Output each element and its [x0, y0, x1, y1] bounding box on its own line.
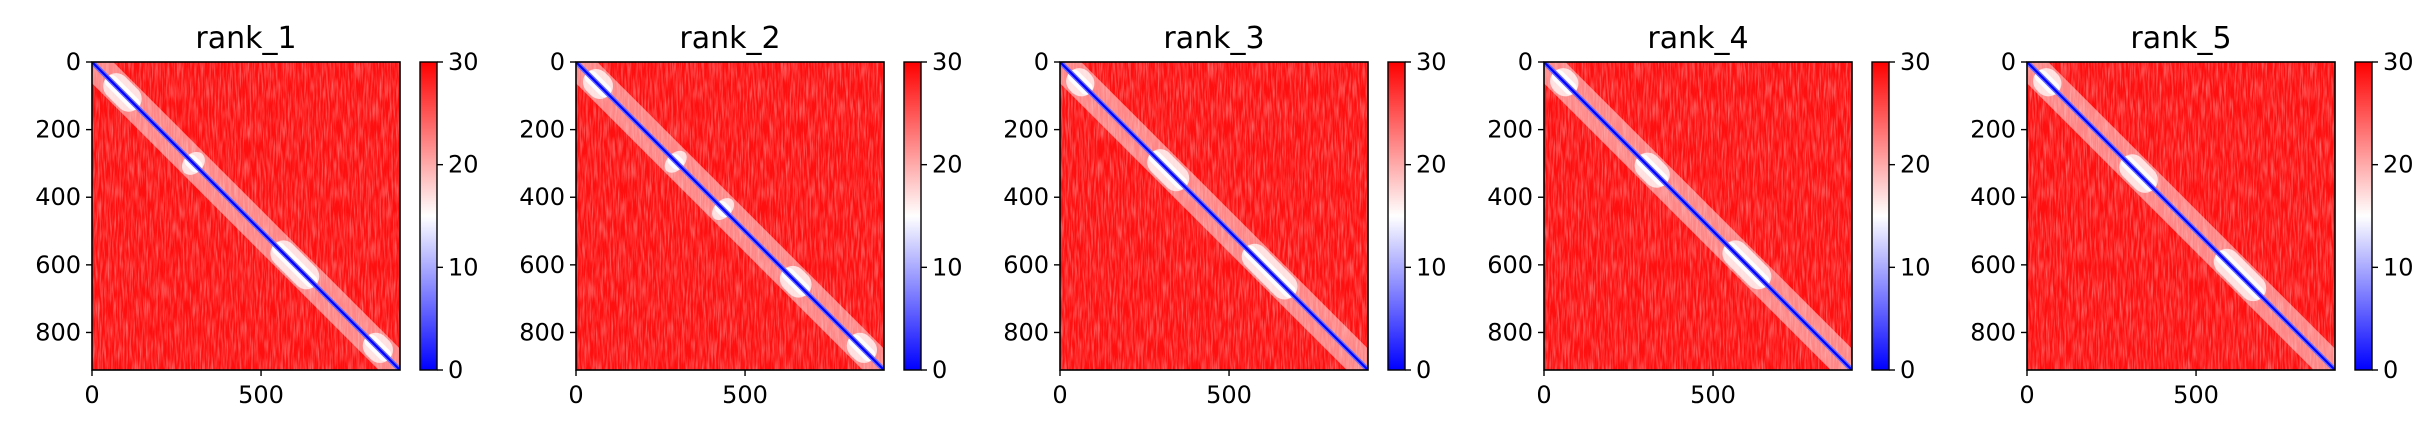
colorbar-tick-label: 20	[1900, 151, 1931, 179]
colorbar	[1387, 61, 1406, 371]
y-tick-label: 200	[1487, 116, 1533, 144]
y-tick-label: 200	[1970, 116, 2016, 144]
colorbar-tick-label: 10	[932, 253, 963, 281]
colorbar-tick-label: 20	[1416, 151, 1447, 179]
y-tick-label: 400	[1487, 183, 1533, 211]
diagonal-line	[576, 62, 884, 370]
y-tick-label: 800	[1970, 318, 2016, 346]
panel-title: rank_2	[679, 21, 780, 56]
heatmap-matrix	[576, 62, 884, 370]
y-tick-label: 400	[1970, 183, 2016, 211]
axes-frame	[1059, 61, 1369, 371]
axes-frame	[2026, 61, 2336, 371]
colorbar-tick-label: 0	[2383, 356, 2398, 384]
y-tick-label: 0	[550, 48, 565, 76]
y-tick-label: 200	[1003, 116, 1049, 144]
x-tick-label: 0	[2019, 381, 2034, 409]
y-tick-label: 800	[519, 318, 565, 346]
colorbar-tick-label: 30	[932, 48, 963, 76]
panel-rank_5: rank_5 0 200 400 600 800 0 500 0 10 20 30	[1970, 21, 2413, 409]
x-tick-label: 500	[1690, 381, 1736, 409]
x-tick-label: 0	[1536, 381, 1551, 409]
y-tick-label: 0	[66, 48, 81, 76]
panel-title: rank_3	[1163, 21, 1264, 56]
heatmap-matrix	[1060, 62, 1368, 370]
y-tick-label: 800	[1003, 318, 1049, 346]
y-tick-label: 600	[1970, 251, 2016, 279]
colorbar-tick-label: 0	[448, 356, 463, 384]
colorbar-tick-label: 0	[1416, 356, 1431, 384]
x-tick-label: 0	[1052, 381, 1067, 409]
panel-rank_4: rank_4 0 200 400 600 800 0 500 0 10 20 30	[1487, 21, 1930, 409]
colorbar	[2354, 61, 2373, 371]
panel-rank_2: rank_2 0 200 400 600 800 0 500 0 10 20 30	[519, 21, 962, 409]
y-tick-label: 200	[35, 116, 81, 144]
colorbar	[1871, 61, 1890, 371]
x-tick-label: 500	[238, 381, 284, 409]
panel-title: rank_4	[1647, 21, 1748, 56]
y-tick-label: 600	[35, 251, 81, 279]
x-tick-label: 500	[2173, 381, 2219, 409]
panel-title: rank_1	[195, 21, 296, 56]
diagonal-line	[2027, 62, 2335, 370]
heatmap-matrix	[2027, 62, 2335, 370]
colorbar-tick-label: 10	[1416, 253, 1447, 281]
y-tick-label: 0	[1034, 48, 1049, 76]
x-tick-label: 0	[84, 381, 99, 409]
heatmap-matrix	[1544, 62, 1852, 370]
diagonal-line	[1060, 62, 1368, 370]
axes-frame	[91, 61, 401, 371]
y-tick-label: 800	[1487, 318, 1533, 346]
x-tick-label: 500	[722, 381, 768, 409]
colorbar-tick-label: 30	[448, 48, 479, 76]
y-tick-label: 600	[1003, 251, 1049, 279]
panel-rank_3: rank_3 0 200 400 600 800 0 500 0 10 20 30	[1003, 21, 1446, 409]
colorbar-tick-label: 30	[2383, 48, 2414, 76]
colorbar	[419, 61, 438, 371]
panel-rank_1: rank_1 0 200 400 600 800 0 500 0 10 20 30	[35, 21, 478, 409]
colorbar-tick-label: 10	[448, 253, 479, 281]
axes-frame	[1543, 61, 1853, 371]
colorbar-tick-label: 10	[1900, 253, 1931, 281]
colorbar-tick-label: 20	[932, 151, 963, 179]
colorbar-tick-label: 20	[2383, 151, 2414, 179]
colorbar	[903, 61, 922, 371]
colorbar-tick-label: 20	[448, 151, 479, 179]
y-tick-label: 0	[1518, 48, 1533, 76]
y-tick-label: 800	[35, 318, 81, 346]
heatmap-matrix	[92, 62, 400, 370]
y-tick-label: 0	[2001, 48, 2016, 76]
colorbar-tick-label: 0	[932, 356, 947, 384]
colorbar-tick-label: 30	[1416, 48, 1447, 76]
colorbar-tick-label: 10	[2383, 253, 2414, 281]
y-tick-label: 400	[519, 183, 565, 211]
diagonal-line	[1544, 62, 1852, 370]
y-tick-label: 400	[1003, 183, 1049, 211]
y-tick-label: 600	[519, 251, 565, 279]
y-tick-label: 400	[35, 183, 81, 211]
y-tick-label: 200	[519, 116, 565, 144]
diagonal-line	[92, 62, 400, 370]
panel-title: rank_5	[2130, 21, 2231, 56]
colorbar-tick-label: 30	[1900, 48, 1931, 76]
x-tick-label: 0	[568, 381, 583, 409]
colorbar-tick-label: 0	[1900, 356, 1915, 384]
x-tick-label: 500	[1206, 381, 1252, 409]
y-tick-label: 600	[1487, 251, 1533, 279]
axes-frame	[575, 61, 885, 371]
